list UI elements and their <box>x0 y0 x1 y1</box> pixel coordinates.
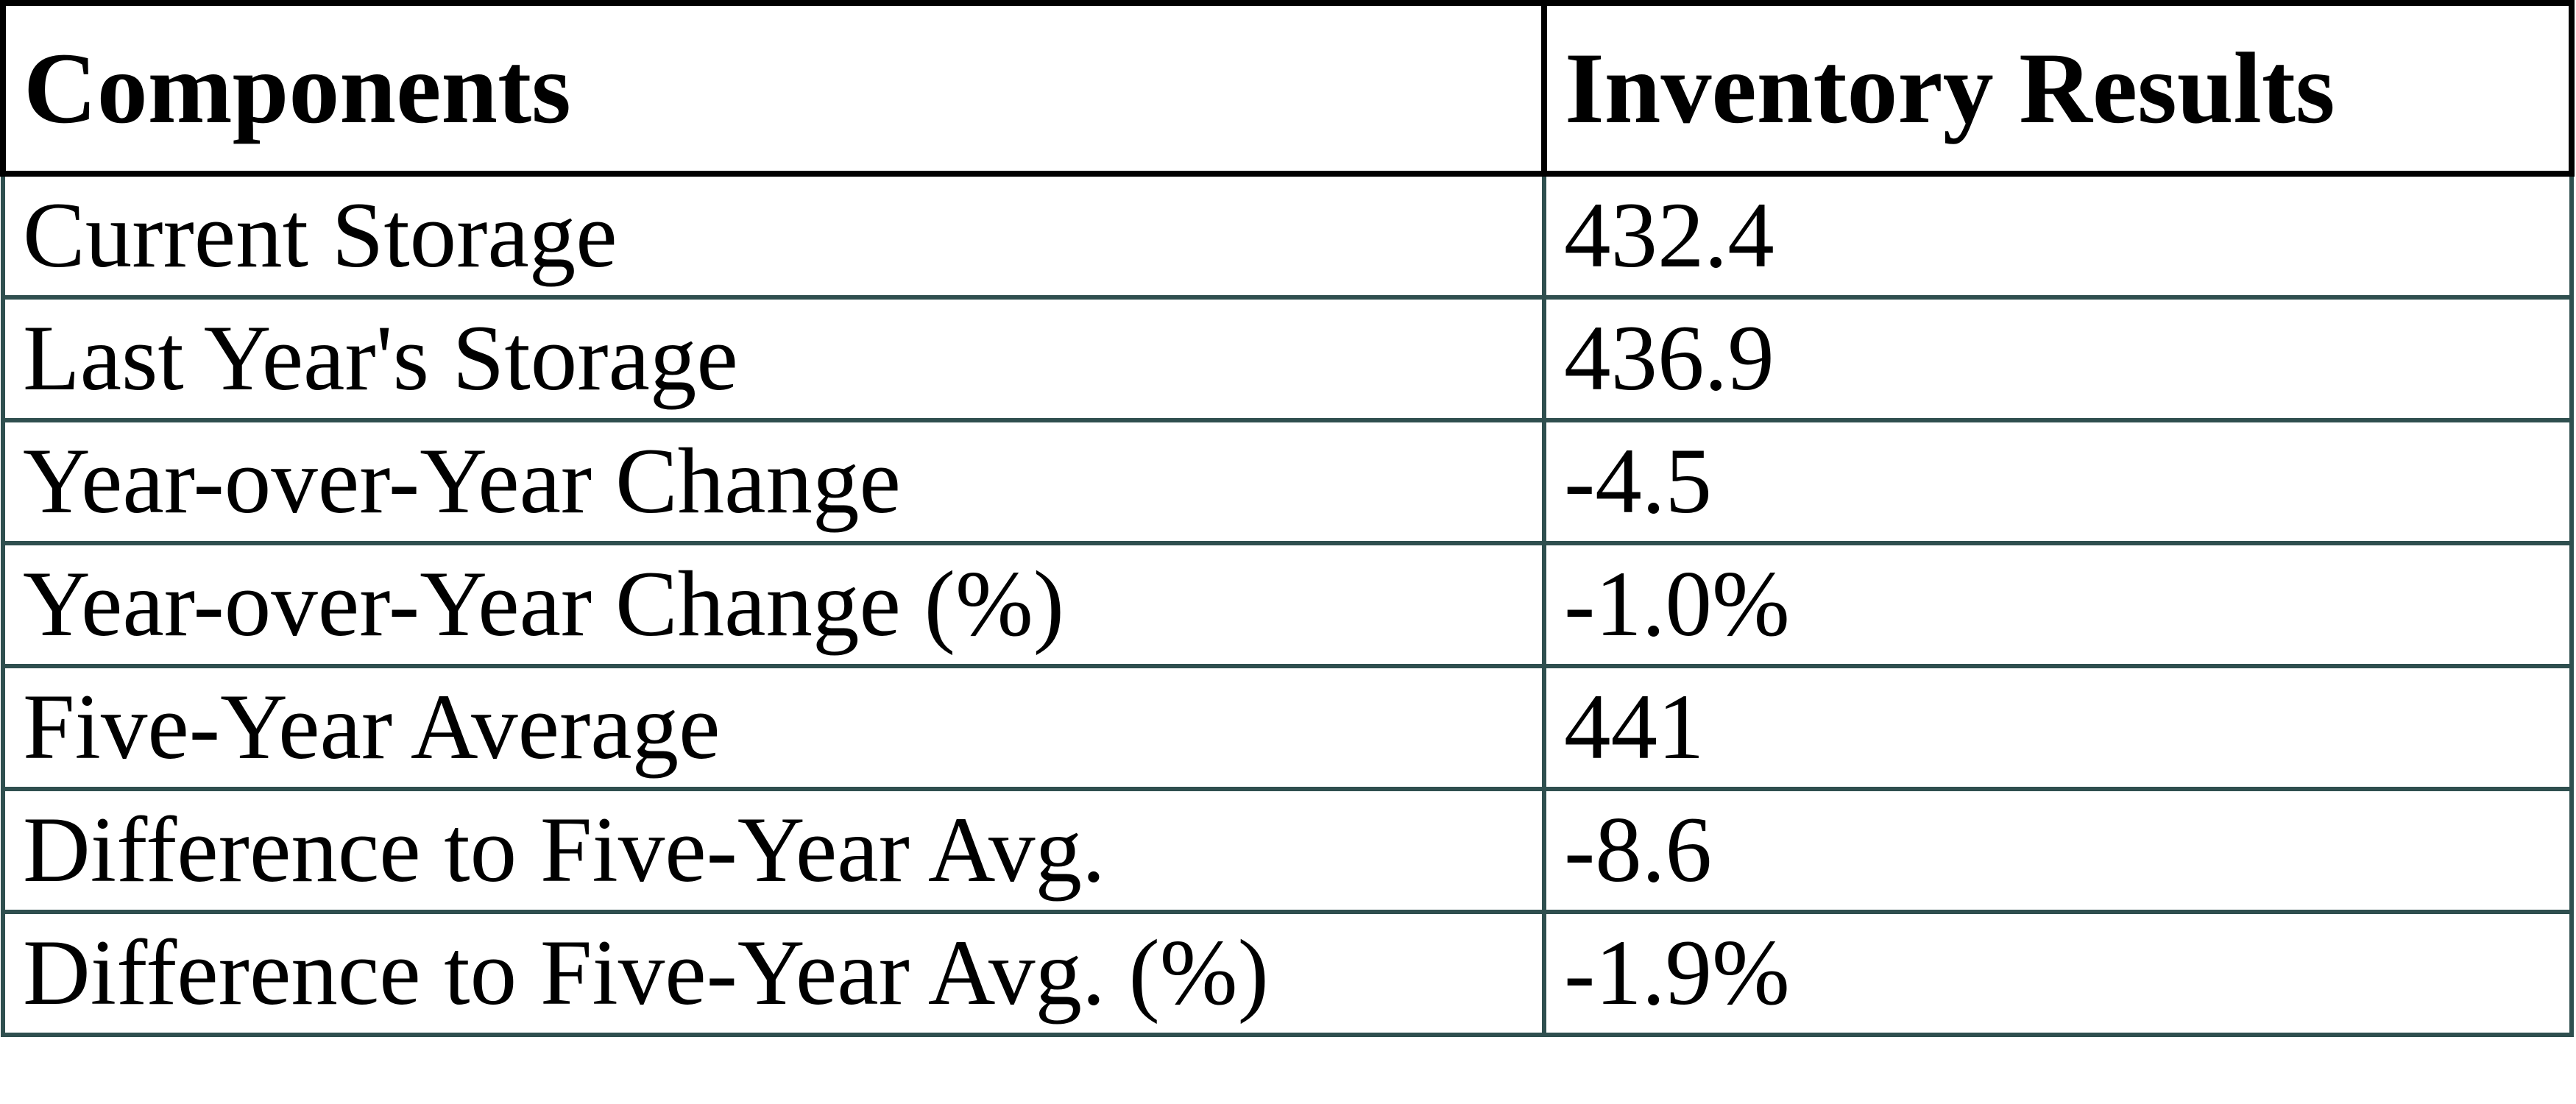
table-row-yoy-change: Year-over-Year Change -4.5 <box>1 418 2574 545</box>
value-cell: 441 <box>1542 664 2574 791</box>
value-cell: -1.0% <box>1542 541 2574 668</box>
table-row-diff-five-year-avg-pct: Difference to Five-Year Avg. (%) -1.9% <box>1 910 2574 1037</box>
table-row-yoy-change-pct: Year-over-Year Change (%) -1.0% <box>1 541 2574 668</box>
value-cell: 436.9 <box>1542 295 2574 422</box>
table-row-five-year-average: Five-Year Average 441 <box>1 664 2574 791</box>
header-row: Components Inventory Results <box>0 0 2575 177</box>
component-cell: Difference to Five-Year Avg. <box>1 787 1546 914</box>
component-cell: Current Storage <box>1 171 1546 300</box>
table-row-last-years-storage: Last Year's Storage 436.9 <box>1 295 2574 422</box>
component-cell: Year-over-Year Change <box>1 418 1546 545</box>
value-cell: -4.5 <box>1542 418 2574 545</box>
component-cell: Last Year's Storage <box>1 295 1546 422</box>
value-cell: -8.6 <box>1542 787 2574 914</box>
inventory-results-column-header: Inventory Results <box>1541 0 2575 177</box>
component-cell: Five-Year Average <box>1 664 1546 791</box>
inventory-results-table: Components Inventory Results Current Sto… <box>0 0 2575 1037</box>
value-cell: -1.9% <box>1542 910 2574 1037</box>
component-cell: Difference to Five-Year Avg. (%) <box>1 910 1546 1037</box>
table-row-current-storage: Current Storage 432.4 <box>1 171 2574 300</box>
value-cell: 432.4 <box>1542 171 2574 300</box>
components-column-header: Components <box>0 0 1547 177</box>
table-row-diff-five-year-avg: Difference to Five-Year Avg. -8.6 <box>1 787 2574 914</box>
component-cell: Year-over-Year Change (%) <box>1 541 1546 668</box>
